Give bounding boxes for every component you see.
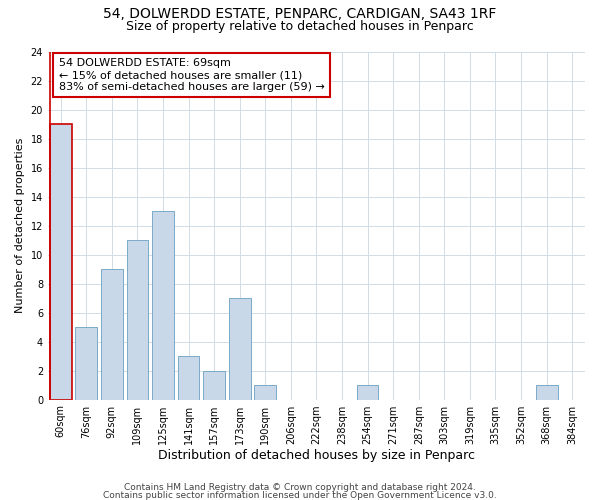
Bar [254, 385, 276, 400]
Text: Contains public sector information licensed under the Open Government Licence v3: Contains public sector information licen… [103, 490, 497, 500]
Bar [76, 327, 97, 400]
Bar [50, 124, 71, 400]
Bar [101, 269, 123, 400]
Text: 54 DOLWERDD ESTATE: 69sqm
← 15% of detached houses are smaller (11)
83% of semi-: 54 DOLWERDD ESTATE: 69sqm ← 15% of detac… [59, 58, 325, 92]
Bar [536, 385, 557, 400]
Text: 54, DOLWERDD ESTATE, PENPARC, CARDIGAN, SA43 1RF: 54, DOLWERDD ESTATE, PENPARC, CARDIGAN, … [103, 8, 497, 22]
Text: Contains HM Land Registry data © Crown copyright and database right 2024.: Contains HM Land Registry data © Crown c… [124, 484, 476, 492]
Y-axis label: Number of detached properties: Number of detached properties [15, 138, 25, 313]
Bar [152, 211, 174, 400]
Bar [178, 356, 199, 400]
Bar [203, 370, 225, 400]
Bar [229, 298, 251, 400]
Bar [127, 240, 148, 400]
Text: Size of property relative to detached houses in Penparc: Size of property relative to detached ho… [126, 20, 474, 33]
X-axis label: Distribution of detached houses by size in Penparc: Distribution of detached houses by size … [158, 450, 475, 462]
Bar [357, 385, 379, 400]
